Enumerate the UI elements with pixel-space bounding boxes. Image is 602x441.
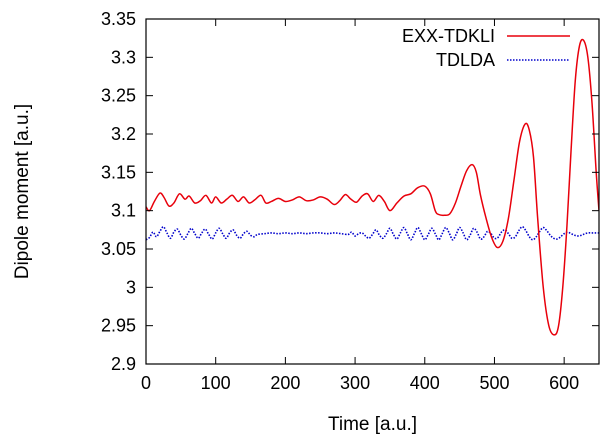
legend-label: TDLDA [436,50,495,70]
x-tick-label: 600 [549,373,579,393]
y-axis-ticks: 2.9 2.95 3 3.05 3.1 3.15 3.2 3.25 3.3 3.35 [101,9,599,374]
plot-frame [145,18,600,365]
y-tick-label: 3.25 [101,86,136,106]
plot-lines [146,38,599,336]
x-tick-label: 500 [479,373,509,393]
x-axis-title: Time [a.u.] [328,414,417,435]
x-axis-ticks: 0 100 200 300 400 500 600 [141,19,579,393]
y-axis-title: Dipole moment [a.u.] [12,104,33,279]
x-tick-label: 0 [141,373,151,393]
y-tick-label: 3.35 [101,9,136,29]
x-tick-label: 200 [270,373,300,393]
legend-label: EXX-TDKLI [402,26,495,46]
series-line-tdlda [146,225,599,241]
x-tick-label: 100 [201,373,231,393]
y-tick-label: 2.95 [101,316,136,336]
y-tick-label: 3 [126,277,136,297]
y-tick-label: 3.05 [101,239,136,259]
y-tick-label: 3.15 [101,162,136,182]
series-line-exx-tdkli [146,38,599,336]
x-tick-label: 300 [340,373,370,393]
y-tick-label: 3.2 [111,124,136,144]
legend: EXX-TDKLI TDLDA [402,26,570,70]
y-tick-label: 3.1 [111,201,136,221]
y-tick-label: 2.9 [111,354,136,374]
x-tick-label: 400 [410,373,440,393]
y-tick-label: 3.3 [111,47,136,67]
